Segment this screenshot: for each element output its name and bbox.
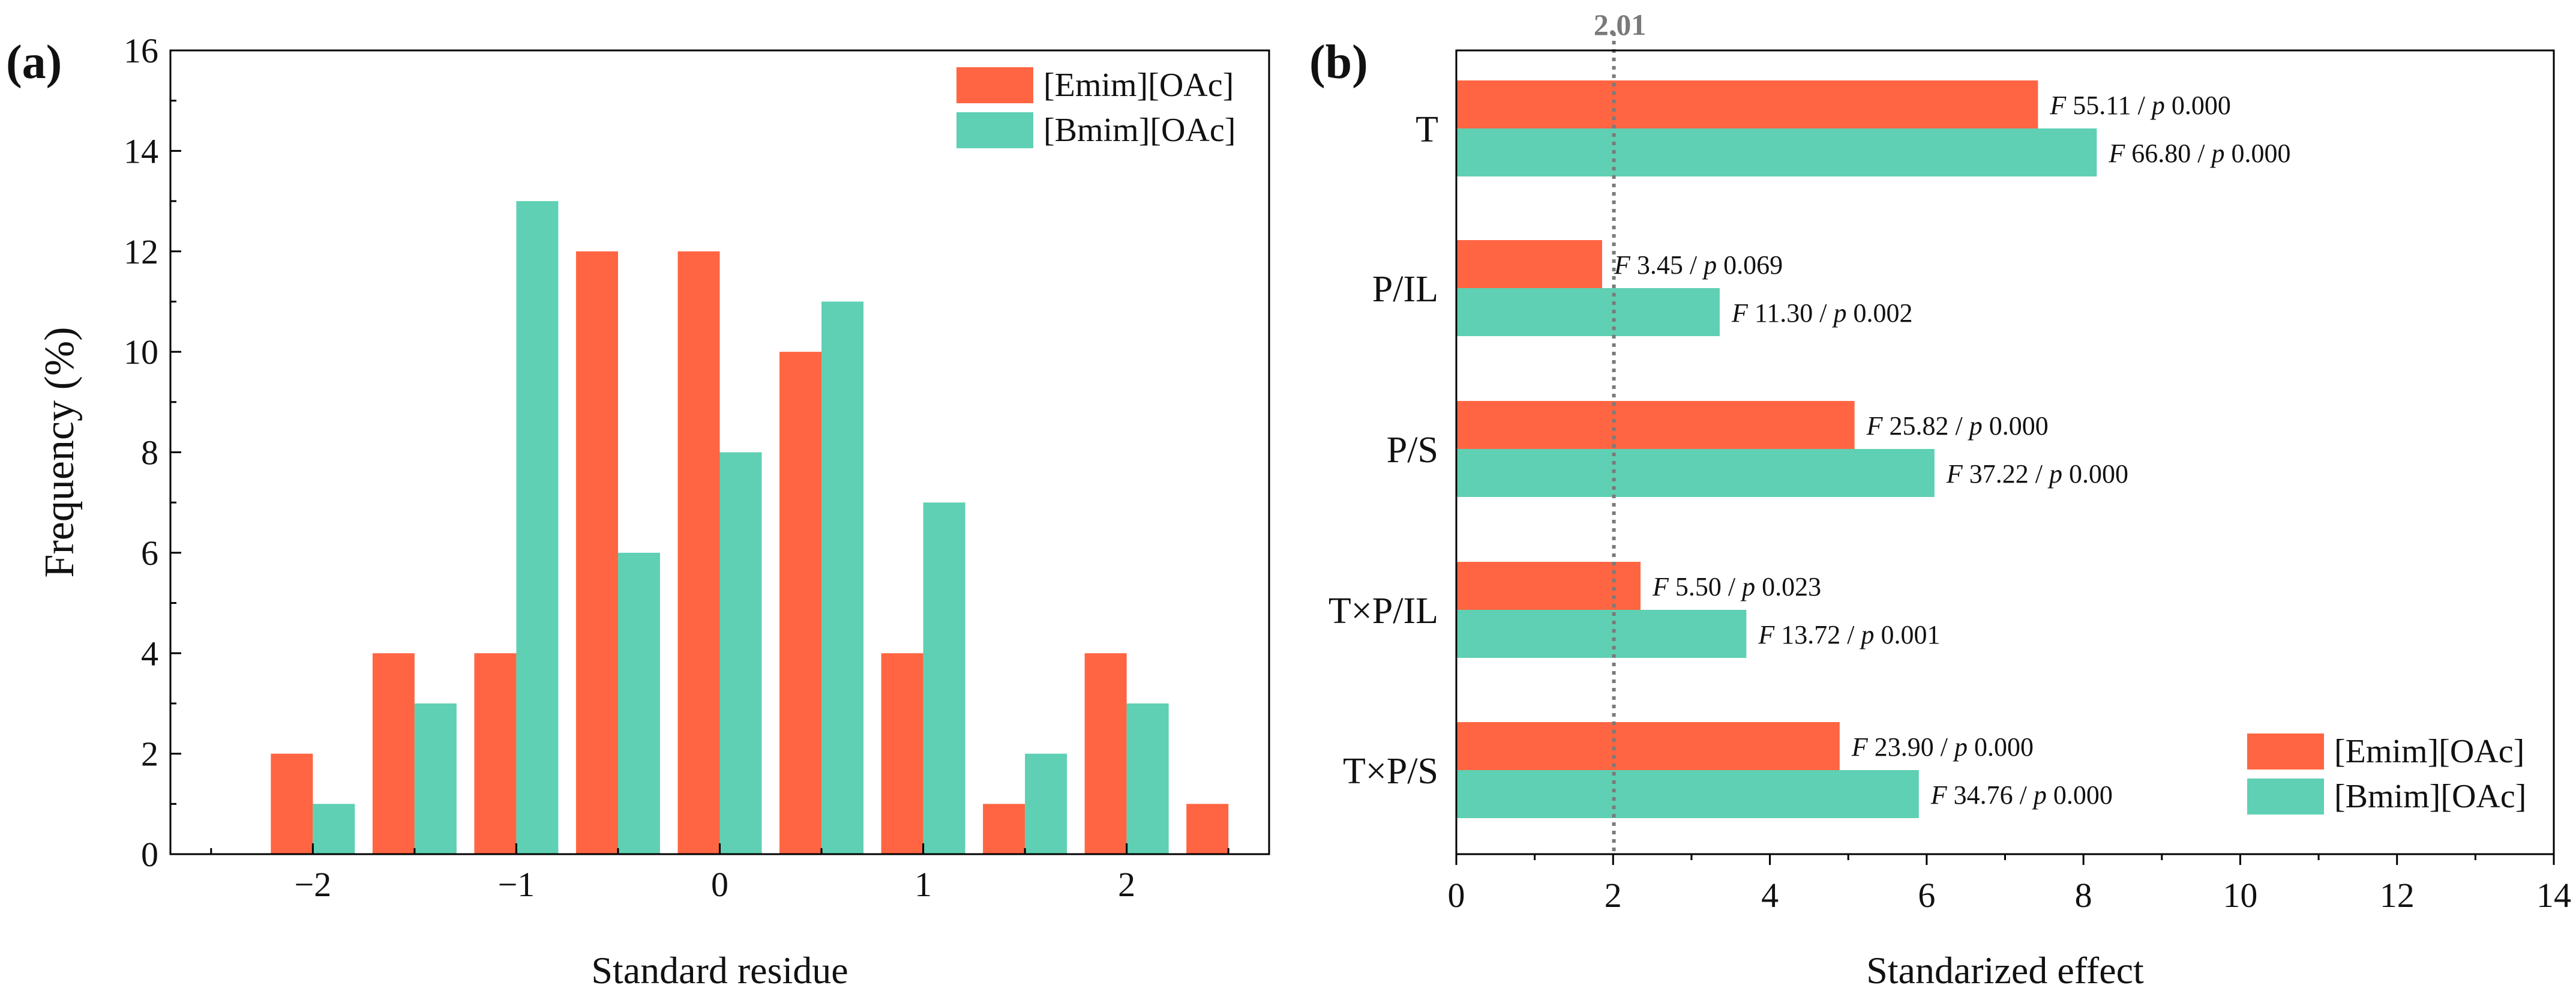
legend-label-emim: [Emim][OAc] <box>1043 67 1234 104</box>
panel-a-label: (a) <box>6 36 62 89</box>
effect-annotation: F 3.45 / p 0.069 <box>1614 250 1783 280</box>
category-label: P/IL <box>1372 269 1438 310</box>
bar-emim <box>1186 804 1229 854</box>
y-tick-label: 2 <box>141 735 158 774</box>
reference-line-label: 2.01 <box>1594 8 1647 41</box>
y-tick-label: 4 <box>141 634 158 673</box>
y-tick-label: 6 <box>141 534 158 573</box>
effect-annotation: F 25.82 / p 0.000 <box>1866 411 2049 441</box>
effect-annotation: F 5.50 / p 0.023 <box>1652 572 1821 601</box>
legend-label-bmim: [Bmim][OAc] <box>1043 112 1235 149</box>
bar-emim <box>881 653 923 854</box>
bar-emim <box>1456 722 1840 770</box>
effect-annotation: F 55.11 / p 0.000 <box>2049 91 2230 120</box>
x-tick-label: 8 <box>2075 876 2092 915</box>
x-tick-label: 2 <box>1605 876 1622 915</box>
x-tick-label: 4 <box>1761 876 1779 915</box>
y-tick-label: 8 <box>141 433 158 472</box>
category-label: T×P/IL <box>1329 591 1438 631</box>
x-tick-label: −1 <box>498 865 535 904</box>
effect-annotation: F 66.80 / p 0.000 <box>2108 139 2290 168</box>
bar-bmim <box>1456 128 2097 176</box>
bar-bmim <box>719 452 762 854</box>
effect-annotation: F 23.90 / p 0.000 <box>1851 732 2034 762</box>
x-axis-title: Standard residue <box>591 949 848 992</box>
x-tick-label: 10 <box>2223 876 2257 915</box>
bar-bmim <box>1456 288 1720 336</box>
bar-bmim <box>821 301 864 854</box>
x-tick-label: 1 <box>914 865 932 904</box>
legend-label-bmim: [Bmim][OAc] <box>2334 778 2526 815</box>
bar-bmim <box>516 201 559 854</box>
x-tick-label: 0 <box>1448 876 1465 915</box>
x-tick-label: 6 <box>1918 876 1935 915</box>
effect-annotation: F 37.22 / p 0.000 <box>1946 459 2128 489</box>
x-tick-label: −2 <box>294 865 331 904</box>
bar-bmim <box>313 804 355 854</box>
category-label: P/S <box>1387 430 1438 471</box>
bar-emim <box>983 804 1025 854</box>
effect-annotation: F 13.72 / p 0.001 <box>1758 620 1940 649</box>
x-axis-title: Standarized effect <box>1866 949 2144 992</box>
x-tick-label: 0 <box>711 865 728 904</box>
legend-label-emim: [Emim][OAc] <box>2334 733 2524 770</box>
legend-swatch-emim <box>2247 733 2324 770</box>
y-tick-label: 16 <box>124 31 158 70</box>
effect-annotation: F 11.30 / p 0.002 <box>1731 298 1912 328</box>
category-label: T <box>1416 109 1438 150</box>
bar-emim <box>677 251 720 854</box>
bar-bmim <box>1456 610 1747 658</box>
bar-bmim <box>617 552 660 854</box>
bar-bmim <box>1126 703 1169 854</box>
panel-b-effects-chart: (b) T F 55.11 / p 0.000 F 66.80 / p 0.000 P/… <box>1309 8 2571 992</box>
bar-emim <box>1456 240 1602 288</box>
bar-emim <box>372 653 415 854</box>
bar-bmim <box>414 703 457 854</box>
x-tick-label: 12 <box>2380 876 2415 915</box>
x-tick-label: 14 <box>2536 876 2571 915</box>
x-tick-label: 2 <box>1118 865 1135 904</box>
bar-emim <box>271 753 313 854</box>
y-tick-label: 12 <box>124 232 158 271</box>
bar-bmim <box>1456 770 1919 818</box>
bar-emim <box>474 653 517 854</box>
bar-bmim <box>1456 449 1935 497</box>
legend-swatch-bmim <box>2247 779 2324 815</box>
bar-bmim <box>1025 753 1067 854</box>
y-tick-label: 14 <box>124 131 158 170</box>
y-tick-label: 0 <box>141 835 158 874</box>
bar-emim <box>575 251 618 854</box>
category-label: T×P/S <box>1343 751 1438 792</box>
bar-emim <box>1456 562 1641 610</box>
y-tick-label: 10 <box>124 333 158 372</box>
bar-emim <box>1456 401 1855 449</box>
legend-swatch-bmim <box>956 112 1033 148</box>
y-axis-title: Frequency (%) <box>37 327 83 578</box>
legend-swatch-emim <box>956 67 1033 103</box>
bar-emim <box>1456 80 2038 128</box>
effect-annotation: F 34.76 / p 0.000 <box>1930 780 2113 810</box>
bar-bmim <box>923 502 965 854</box>
bar-emim <box>779 352 822 854</box>
panel-b-label: (b) <box>1309 36 1368 89</box>
bar-emim <box>1084 653 1127 854</box>
